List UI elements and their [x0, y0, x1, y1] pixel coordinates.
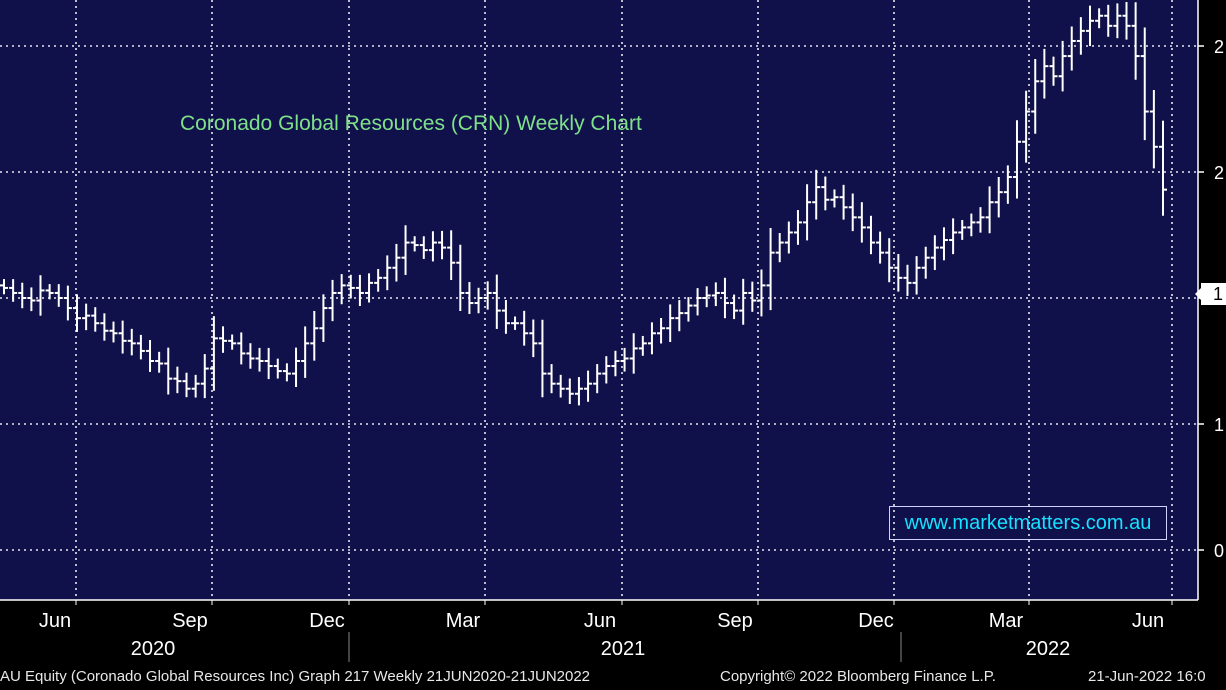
chart-title: Coronado Global Resources (CRN) Weekly C…	[180, 112, 642, 135]
x-month-label: Jun	[584, 610, 616, 632]
x-axis-background	[0, 600, 1226, 666]
last-price-badge	[1201, 283, 1226, 305]
last-price-pointer	[1195, 288, 1201, 300]
y-tick-label: 0	[1214, 541, 1224, 561]
x-month-label: Dec	[858, 610, 894, 632]
x-year-label: 2020	[131, 638, 176, 660]
x-month-label: Sep	[172, 610, 208, 632]
plot-background	[0, 0, 1198, 600]
x-month-label: Dec	[309, 610, 345, 632]
last-price-label: 1	[1213, 284, 1223, 304]
y-tick-label: 1	[1214, 415, 1224, 435]
x-month-label: Sep	[717, 610, 753, 632]
footer-date: 21-Jun-2022 16:0	[1088, 668, 1206, 685]
footer-copyright: Copyright© 2022 Bloomberg Finance L.P.	[720, 668, 996, 685]
x-year-label: 2022	[1026, 638, 1071, 660]
footer-security-info: AU Equity (Coronado Global Resources Inc…	[0, 668, 591, 685]
x-year-label: 2021	[601, 638, 646, 660]
x-month-label: Jun	[1132, 610, 1164, 632]
watermark-url: www.marketmatters.com.au	[889, 506, 1167, 540]
x-month-label: Mar	[446, 610, 481, 632]
footer: AU Equity (Coronado Global Resources Inc…	[0, 666, 1226, 690]
y-tick-label: 2	[1214, 37, 1224, 57]
x-month-label: Jun	[39, 610, 71, 632]
x-month-label: Mar	[989, 610, 1024, 632]
y-tick-label: 2	[1214, 163, 1224, 183]
